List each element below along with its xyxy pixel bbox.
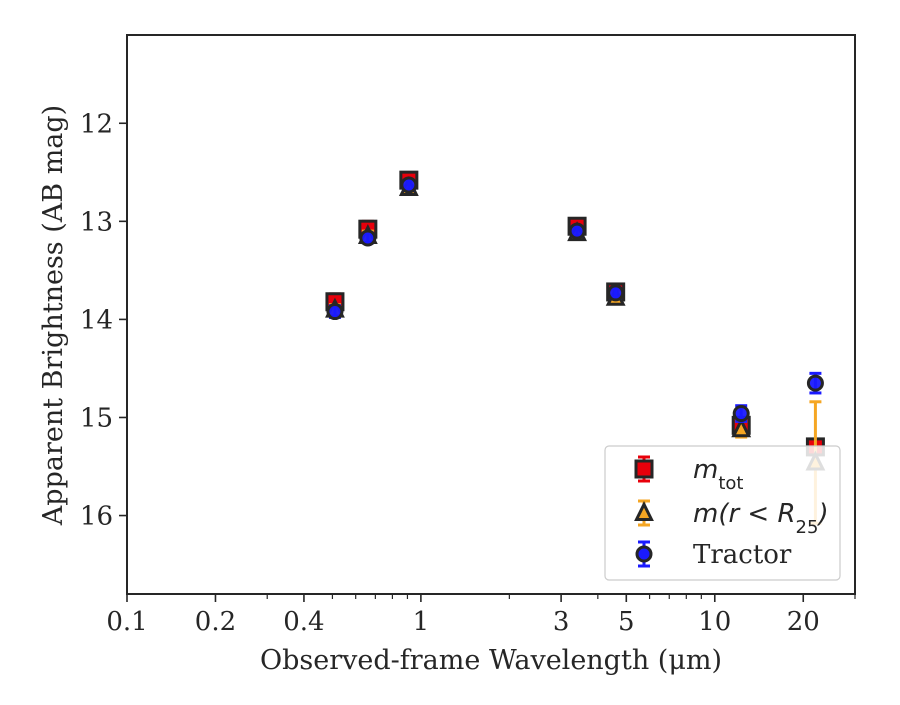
triangle-marker bbox=[731, 417, 752, 438]
y-tick-label: 16 bbox=[80, 502, 113, 532]
plot-layer bbox=[325, 170, 826, 525]
series-2 bbox=[326, 176, 824, 423]
legend-label: mtot bbox=[693, 455, 743, 494]
legend-triangle-marker bbox=[634, 501, 654, 521]
legend-circle-marker bbox=[635, 545, 653, 563]
x-tick-label: 5 bbox=[618, 607, 635, 637]
legend-item: Tractor bbox=[635, 540, 792, 570]
circle-marker bbox=[400, 176, 418, 194]
legend-label: m(r < R25) bbox=[693, 499, 829, 538]
plot-frame bbox=[126, 34, 856, 595]
y-tick-label: 14 bbox=[80, 305, 113, 335]
legend-box bbox=[604, 445, 841, 581]
y-tick-label: 13 bbox=[80, 207, 113, 237]
legend: mtot m(r < R25)Tractor bbox=[604, 445, 841, 581]
circle-marker bbox=[806, 374, 824, 392]
legend-label: Tractor bbox=[693, 540, 792, 570]
y-tick-label: 12 bbox=[80, 109, 113, 139]
legend-item: mtot bbox=[634, 455, 743, 494]
circle-marker bbox=[732, 405, 750, 423]
x-axis-label: Observed-frame Wavelength (μm) bbox=[260, 645, 722, 676]
legend-square-marker bbox=[634, 459, 654, 479]
x-tick-label: 0.2 bbox=[195, 607, 236, 637]
x-tick-label: 20 bbox=[787, 607, 820, 637]
y-axis-label: Apparent Brightness (AB mag) bbox=[38, 105, 69, 526]
x-tick-label: 3 bbox=[553, 607, 570, 637]
x-tick-label: 10 bbox=[698, 607, 731, 637]
y-tick-label: 15 bbox=[80, 403, 113, 433]
circle-marker bbox=[607, 284, 625, 302]
x-tick-label: 0.1 bbox=[106, 607, 147, 637]
circle-marker bbox=[359, 229, 377, 247]
circle-marker bbox=[326, 303, 344, 321]
circle-marker bbox=[568, 222, 586, 240]
legend-item: m(r < R25) bbox=[634, 499, 829, 538]
x-tick-label: 1 bbox=[413, 607, 430, 637]
x-tick-label: 0.4 bbox=[283, 607, 324, 637]
